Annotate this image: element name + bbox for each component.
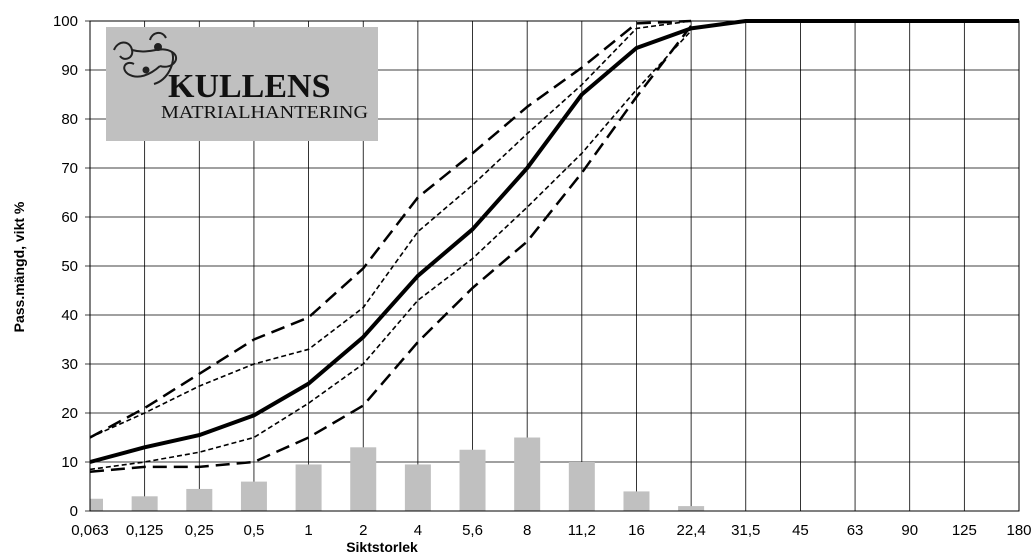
- x-tick-label: 90: [901, 522, 918, 539]
- x-tick-label: 11,2: [568, 522, 596, 539]
- fraction-bar: [678, 506, 705, 511]
- y-axis-title: Pass.mängd, vikt %: [11, 201, 27, 332]
- x-tick-label: 180: [1006, 522, 1031, 539]
- logo-background: [106, 27, 378, 141]
- x-tick-label: 22,4: [677, 522, 706, 539]
- fraction-bars: [90, 437, 705, 511]
- x-axis-title: Siktstorlek: [346, 539, 418, 555]
- x-tick-labels: 0,063 0,125 0,25 0,5 1 2 4 5,6 8 11,2 16 22,4 31,5 45…: [71, 522, 1031, 539]
- x-tick-label: 31,5: [731, 522, 760, 539]
- fraction-bar: [295, 464, 322, 511]
- company-logo: KULLENS MATRIALHANTERING: [106, 27, 378, 141]
- x-tick-label: 0,125: [126, 522, 164, 539]
- y-tick-label: 30: [61, 356, 78, 373]
- y-tick-label: 80: [61, 111, 78, 128]
- x-tick-label: 0,25: [185, 522, 214, 539]
- fraction-bar: [514, 437, 541, 511]
- fraction-bar: [568, 462, 595, 511]
- x-tick-label: 125: [952, 522, 977, 539]
- y-tick-label: 60: [61, 209, 78, 226]
- logo-subtitle: MATRIALHANTERING: [161, 102, 368, 122]
- x-tick-label: 8: [523, 522, 531, 539]
- x-tick-label: 16: [628, 522, 645, 539]
- x-tick-label: 2: [359, 522, 367, 539]
- limit-curve-line: [89, 30, 692, 471]
- fraction-bar: [240, 481, 267, 511]
- x-tick-label: 1: [304, 522, 312, 539]
- x-tick-label: 0,5: [244, 522, 265, 539]
- fraction-bar: [459, 449, 486, 511]
- y-tick-label: 40: [61, 307, 78, 324]
- fraction-bar: [90, 498, 103, 511]
- y-tick-label: 100: [53, 13, 78, 30]
- y-tick-label: 20: [61, 405, 78, 422]
- grading-lines: [89, 19, 1019, 474]
- fraction-bar: [131, 496, 158, 511]
- fraction-bar: [623, 491, 650, 511]
- x-tick-label: 5,6: [462, 522, 483, 539]
- logo-name: KULLENS: [168, 68, 331, 105]
- y-tick-label: 50: [61, 258, 78, 275]
- limit-curve-line: [89, 19, 692, 439]
- y-tick-label: 0: [70, 503, 78, 520]
- y-tick-label: 10: [61, 454, 78, 471]
- y-tick-labels: 0 10 20 30 40 50 60 70 80 90 100: [53, 13, 78, 520]
- grading-curve-line: [89, 19, 1019, 464]
- fraction-bar: [404, 464, 431, 511]
- plot-area-border: [89, 20, 1020, 512]
- y-tick-label: 70: [61, 160, 78, 177]
- x-tick-label: 45: [792, 522, 809, 539]
- x-tick-label: 63: [847, 522, 864, 539]
- x-tick-label: 4: [414, 522, 422, 539]
- fraction-bar: [186, 488, 213, 511]
- x-tick-label: 0,063: [71, 522, 109, 539]
- ornament-icon: [113, 32, 178, 85]
- fraction-bar: [350, 447, 377, 511]
- y-tick-label: 90: [61, 62, 78, 79]
